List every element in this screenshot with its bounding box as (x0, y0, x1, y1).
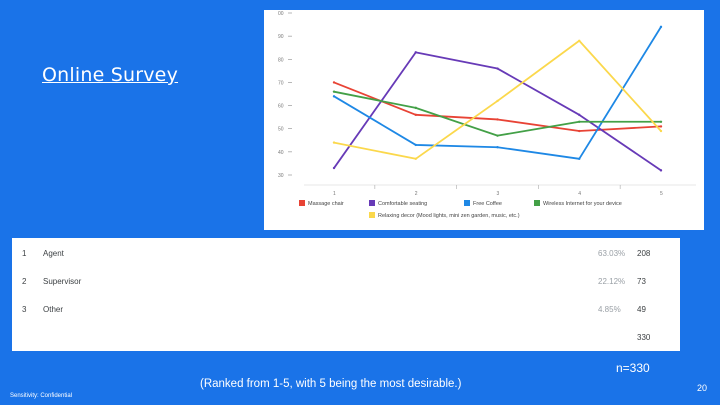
y-tick-label: 40 (278, 150, 284, 156)
data-point (332, 95, 336, 98)
table-row: 3 Other 4.85% 49 (12, 299, 680, 319)
data-point (578, 120, 581, 123)
data-point (496, 118, 499, 121)
data-point (578, 39, 581, 42)
data-point (332, 81, 336, 84)
data-point (496, 99, 499, 103)
data-point (659, 129, 663, 133)
page-number: 20 (697, 383, 708, 393)
series-line (333, 26, 662, 160)
sensitivity-label: Sensitivity: Confidential (10, 393, 73, 399)
legend-label: Wireless Internet for your device (543, 201, 622, 207)
legend-label: Comfortable seating (378, 201, 427, 207)
legend-label: Relaxing decor (Mood lights, mini zen ga… (378, 213, 520, 219)
table-row: 1 Agent 63.03% 208 (12, 243, 680, 263)
data-point (332, 90, 336, 93)
data-point (496, 146, 499, 149)
row-percent: 63.03% (598, 249, 626, 258)
data-point (659, 125, 663, 128)
data-point (414, 113, 417, 117)
y-tick-label: 70 (278, 80, 284, 86)
x-tick-label: 2 (415, 191, 418, 197)
y-tick-label: 00 (278, 11, 284, 17)
data-point (414, 106, 417, 110)
row-count: 208 (637, 249, 651, 258)
row-index: 1 (22, 249, 27, 258)
y-tick-label: 60 (278, 104, 284, 110)
ranking-note: (Ranked from 1-5, with 5 being the most … (200, 378, 462, 390)
data-point (414, 157, 417, 160)
slide-title: Online Survey (42, 64, 179, 86)
data-point (414, 51, 417, 54)
legend-swatch (369, 200, 375, 206)
row-count: 49 (637, 305, 646, 314)
respondent-table: 1 Agent 63.03% 208 2 Supervisor 22.12% 7… (12, 238, 680, 351)
data-point (414, 143, 417, 147)
data-point (578, 129, 581, 133)
data-point (332, 166, 336, 170)
legend-swatch (369, 212, 375, 218)
x-tick-label: 1 (333, 191, 336, 197)
legend-label: Free Coffee (473, 201, 502, 207)
sample-size-label: n=330 (616, 361, 650, 375)
data-point (659, 169, 663, 172)
legend-label: Massage chair (308, 201, 344, 207)
line-chart-panel: 30 40 50 60 70 80 90 00 1 2 3 4 5 Massage chair Comfor… (264, 10, 704, 230)
data-point (496, 134, 499, 137)
x-tick-label: 5 (660, 191, 663, 197)
x-tick-label: 3 (497, 191, 500, 197)
x-tick-label: 4 (578, 191, 581, 197)
legend-swatch (299, 200, 305, 206)
y-tick-label: 50 (278, 127, 284, 133)
row-label: Supervisor (43, 277, 82, 286)
row-label: Agent (43, 249, 64, 258)
row-index: 3 (22, 305, 27, 314)
data-point (659, 120, 663, 123)
row-label: Other (43, 305, 64, 314)
y-tick-label: 30 (278, 173, 284, 179)
row-index: 2 (22, 277, 27, 286)
data-point (578, 113, 581, 117)
legend-swatch (534, 200, 540, 206)
y-tick-label: 90 (278, 34, 284, 40)
table-row: 2 Supervisor 22.12% 73 (12, 271, 680, 291)
row-percent: 4.85% (598, 305, 621, 314)
y-tick-label: 80 (278, 57, 284, 63)
data-point (659, 25, 663, 29)
data-point (332, 141, 336, 144)
legend-swatch (464, 200, 470, 206)
data-point (578, 157, 581, 160)
data-point (496, 67, 499, 70)
line-chart: 30 40 50 60 70 80 90 00 1 2 3 4 5 Massage chair Comfor… (278, 11, 696, 219)
row-count: 73 (637, 277, 646, 286)
row-percent: 22.12% (598, 277, 626, 286)
total-count: 330 (637, 333, 651, 342)
